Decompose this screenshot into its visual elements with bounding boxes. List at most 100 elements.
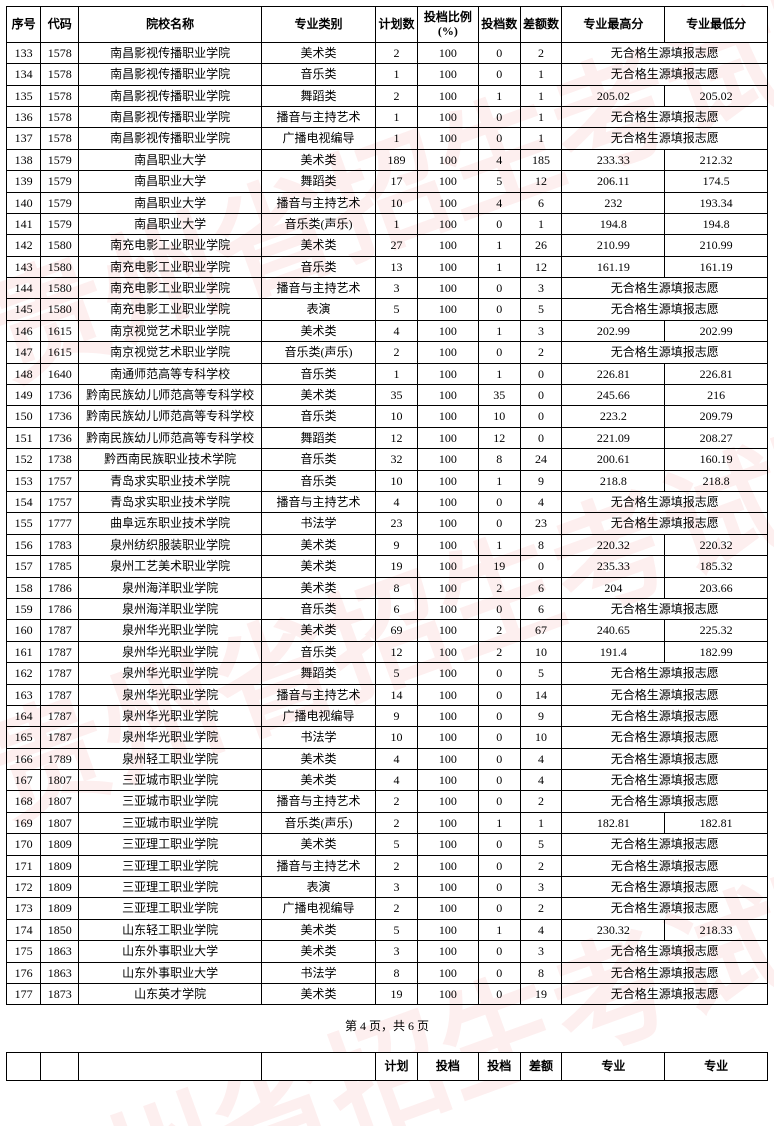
table-cell: 音乐类(声乐) <box>261 213 375 234</box>
header-ratio: 投档比例(%) <box>417 7 478 43</box>
table-cell: 无合格生源填报志愿 <box>562 598 768 619</box>
table-cell: 4 <box>520 748 562 769</box>
table-cell: 播音与主持艺术 <box>261 855 375 876</box>
table-cell: 4 <box>520 770 562 791</box>
table-cell: 10 <box>520 727 562 748</box>
table-cell: 无合格生源填报志愿 <box>562 342 768 363</box>
table-cell: 山东轻工职业学院 <box>79 919 262 940</box>
table-cell: 1757 <box>41 470 79 491</box>
table-cell: 三亚理工职业学院 <box>79 877 262 898</box>
table-cell: 1 <box>478 363 520 384</box>
table-cell: 无合格生源填报志愿 <box>562 834 768 855</box>
table-cell: 225.32 <box>665 620 768 641</box>
table-cell: 南京视觉艺术职业学院 <box>79 320 262 341</box>
table-cell: 0 <box>478 898 520 919</box>
table-cell: 139 <box>7 171 41 192</box>
table-cell: 202.99 <box>562 320 665 341</box>
table-cell: 164 <box>7 705 41 726</box>
table-cell: 1 <box>520 85 562 106</box>
table-cell: 1 <box>376 106 418 127</box>
table-cell: 19 <box>376 556 418 577</box>
table-cell: 播音与主持艺术 <box>261 791 375 812</box>
table-cell: 161.19 <box>562 256 665 277</box>
table-cell: 100 <box>417 427 478 448</box>
table-row: 1681807三亚城市职业学院播音与主持艺术210002无合格生源填报志愿 <box>7 791 768 812</box>
table-cell: 1863 <box>41 962 79 983</box>
table-cell: 无合格生源填报志愿 <box>562 877 768 898</box>
table-cell: 235.33 <box>562 556 665 577</box>
table-cell: 音乐类 <box>261 449 375 470</box>
table-cell: 100 <box>417 149 478 170</box>
table-cell: 160 <box>7 620 41 641</box>
table-cell: 169 <box>7 812 41 833</box>
table-row: 1761863山东外事职业大学书法学810008无合格生源填报志愿 <box>7 962 768 983</box>
table-cell: 音乐类 <box>261 598 375 619</box>
table-cell: 0 <box>478 299 520 320</box>
table-cell: 194.8 <box>562 213 665 234</box>
table-cell: 0 <box>520 363 562 384</box>
table-cell: 山东英才学院 <box>79 983 262 1004</box>
table-cell: 100 <box>417 812 478 833</box>
table-cell: 1787 <box>41 727 79 748</box>
table-cell: 3 <box>376 278 418 299</box>
table-cell: 0 <box>478 748 520 769</box>
table-cell: 10 <box>376 192 418 213</box>
table-cell: 9 <box>520 470 562 491</box>
table-cell: 175 <box>7 941 41 962</box>
table-cell: 美术类 <box>261 556 375 577</box>
table-cell: 3 <box>520 877 562 898</box>
table-cell: 播音与主持艺术 <box>261 684 375 705</box>
table-cell: 140 <box>7 192 41 213</box>
table-cell: 220.32 <box>562 534 665 555</box>
table-cell: 表演 <box>261 877 375 898</box>
table-cell: 100 <box>417 320 478 341</box>
table-cell: 1578 <box>41 128 79 149</box>
table-cell: 240.65 <box>562 620 665 641</box>
table-row: 1341578南昌影视传播职业学院音乐类110001无合格生源填报志愿 <box>7 64 768 85</box>
table-cell: 3 <box>520 941 562 962</box>
table-cell: 南昌职业大学 <box>79 171 262 192</box>
table-cell: 1736 <box>41 427 79 448</box>
table-row: 1651787泉州华光职业学院书法学10100010无合格生源填报志愿 <box>7 727 768 748</box>
table-cell: 174 <box>7 919 41 940</box>
table-row: 1581786泉州海洋职业学院美术类810026204203.66 <box>7 577 768 598</box>
table-cell: 4 <box>376 748 418 769</box>
table-cell: 青岛求实职业技术学院 <box>79 491 262 512</box>
table-cell: 1736 <box>41 406 79 427</box>
table-cell: 南昌影视传播职业学院 <box>79 42 262 63</box>
table-cell: 音乐类(声乐) <box>261 342 375 363</box>
table-cell: 100 <box>417 85 478 106</box>
table-cell: 10 <box>478 406 520 427</box>
table-cell: 南充电影工业职业学院 <box>79 256 262 277</box>
table-cell: 100 <box>417 598 478 619</box>
partial-header-seq <box>7 1053 41 1080</box>
table-cell: 美术类 <box>261 834 375 855</box>
table-cell: 美术类 <box>261 320 375 341</box>
header-cast: 投档数 <box>478 7 520 43</box>
table-cell: 218.8 <box>562 470 665 491</box>
table-cell: 无合格生源填报志愿 <box>562 278 768 299</box>
table-cell: 143 <box>7 256 41 277</box>
table-cell: 100 <box>417 64 478 85</box>
table-cell: 156 <box>7 534 41 555</box>
table-cell: 146 <box>7 320 41 341</box>
table-cell: 182.81 <box>562 812 665 833</box>
table-cell: 174.5 <box>665 171 768 192</box>
table-body: 1331578南昌影视传播职业学院美术类210002无合格生源填报志愿13415… <box>7 42 768 1005</box>
table-cell: 1 <box>376 363 418 384</box>
table-cell: 141 <box>7 213 41 234</box>
table-cell: 221.09 <box>562 427 665 448</box>
table-cell: 100 <box>417 834 478 855</box>
table-cell: 5 <box>478 171 520 192</box>
table-cell: 三亚城市职业学院 <box>79 812 262 833</box>
table-cell: 无合格生源填报志愿 <box>562 513 768 534</box>
table-cell: 163 <box>7 684 41 705</box>
table-cell: 100 <box>417 213 478 234</box>
table-cell: 音乐类(声乐) <box>261 812 375 833</box>
table-cell: 0 <box>478 598 520 619</box>
partial-header-code <box>41 1053 79 1080</box>
table-cell: 泉州华光职业学院 <box>79 727 262 748</box>
table-row: 1731809三亚理工职业学院广播电视编导210002无合格生源填报志愿 <box>7 898 768 919</box>
table-cell: 无合格生源填报志愿 <box>562 64 768 85</box>
table-cell: 3 <box>520 278 562 299</box>
